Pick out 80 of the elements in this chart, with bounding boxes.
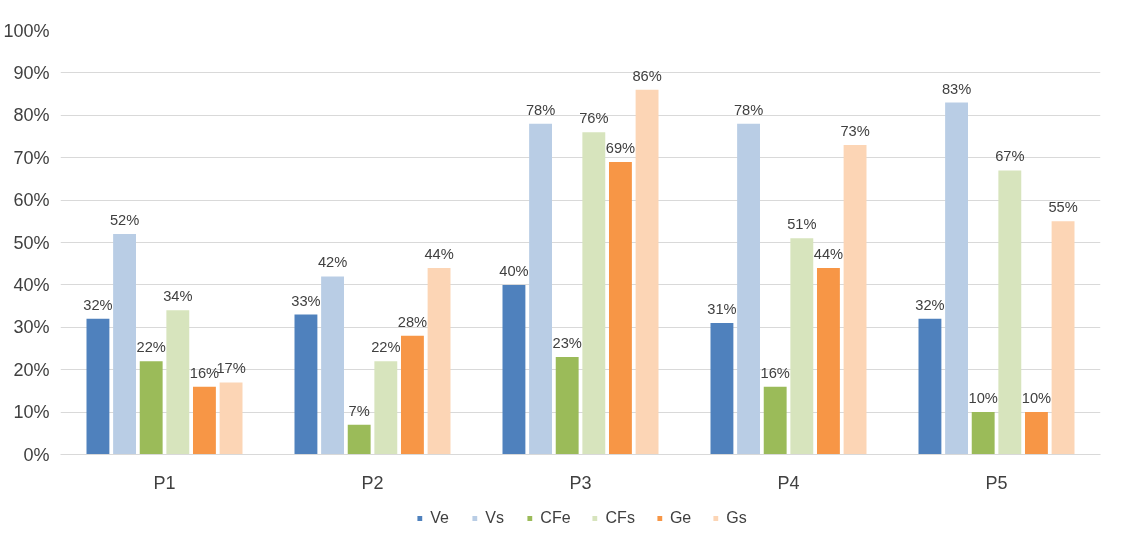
y-tick-label: 70% bbox=[13, 147, 50, 168]
y-tick-label: 20% bbox=[13, 359, 50, 380]
bar bbox=[294, 314, 318, 455]
data-label: 51% bbox=[787, 216, 817, 233]
bar bbox=[374, 361, 398, 455]
y-tick-label: 0% bbox=[23, 444, 50, 465]
legend-label: CFe bbox=[540, 508, 571, 527]
bar bbox=[139, 361, 163, 455]
bar bbox=[918, 318, 942, 455]
bar bbox=[635, 89, 659, 455]
bar bbox=[321, 276, 344, 455]
bar bbox=[1051, 221, 1075, 455]
bar bbox=[763, 386, 787, 455]
bar bbox=[998, 170, 1022, 455]
data-label: 23% bbox=[552, 334, 582, 351]
bar bbox=[945, 102, 968, 455]
bar bbox=[971, 412, 995, 455]
y-tick-label: 60% bbox=[13, 190, 50, 211]
x-tick-label: P2 bbox=[361, 472, 384, 493]
data-label: 67% bbox=[995, 148, 1025, 165]
data-label: 34% bbox=[163, 288, 193, 305]
data-label: 52% bbox=[109, 212, 140, 229]
data-label: 33% bbox=[291, 292, 321, 309]
bar bbox=[401, 335, 424, 455]
legend-label: Ve bbox=[430, 508, 450, 527]
data-label: 22% bbox=[371, 339, 401, 356]
legend-label: Ge bbox=[669, 508, 692, 527]
data-label: 32% bbox=[915, 296, 945, 313]
y-tick-label: 90% bbox=[13, 62, 50, 83]
bar bbox=[113, 234, 136, 455]
data-label: 78% bbox=[525, 101, 556, 118]
bar bbox=[790, 238, 814, 455]
data-label: 28% bbox=[397, 313, 428, 330]
data-label: 10% bbox=[968, 390, 998, 407]
data-label: 10% bbox=[1021, 390, 1052, 407]
bar bbox=[737, 123, 760, 455]
y-tick-label: 10% bbox=[13, 402, 50, 423]
data-label: 7% bbox=[348, 402, 370, 419]
bar bbox=[1025, 412, 1048, 455]
data-label: 55% bbox=[1048, 199, 1078, 216]
x-tick-label: P5 bbox=[985, 472, 1008, 493]
y-tick-label: 80% bbox=[13, 105, 50, 126]
x-tick-label: P4 bbox=[777, 472, 800, 493]
legend-label: Vs bbox=[485, 508, 505, 527]
bar bbox=[609, 161, 632, 455]
x-tick-label: P3 bbox=[569, 472, 592, 493]
bar bbox=[529, 123, 552, 455]
bar bbox=[427, 267, 451, 455]
data-label: 16% bbox=[760, 364, 790, 381]
bar bbox=[555, 356, 579, 455]
bar bbox=[347, 424, 371, 455]
y-tick-label: 50% bbox=[13, 232, 50, 253]
data-label: 76% bbox=[579, 110, 609, 127]
bar bbox=[219, 382, 243, 455]
y-tick-label: 40% bbox=[13, 274, 50, 295]
data-label: 73% bbox=[840, 122, 870, 139]
legend-label: Gs bbox=[726, 508, 747, 527]
data-label: 78% bbox=[733, 101, 764, 118]
legend-label: CFs bbox=[605, 508, 635, 527]
data-label: 69% bbox=[605, 139, 636, 156]
data-label: 44% bbox=[424, 245, 454, 262]
data-label: 86% bbox=[632, 67, 662, 84]
bar bbox=[817, 267, 840, 455]
data-label: 42% bbox=[317, 254, 348, 271]
data-label: 44% bbox=[813, 245, 844, 262]
bar bbox=[86, 318, 110, 455]
y-tick-label: 30% bbox=[13, 317, 50, 338]
data-label: 32% bbox=[83, 296, 113, 313]
data-label: 83% bbox=[941, 80, 972, 97]
bar bbox=[502, 284, 526, 455]
data-label: 40% bbox=[499, 262, 529, 279]
data-label: 22% bbox=[136, 339, 166, 356]
x-tick-label: P1 bbox=[153, 472, 176, 493]
bar bbox=[193, 386, 216, 455]
bar bbox=[710, 323, 734, 455]
bar bbox=[843, 144, 867, 455]
y-tick-label: 100% bbox=[3, 20, 50, 41]
data-label: 31% bbox=[707, 301, 737, 318]
bar bbox=[166, 310, 190, 455]
bar bbox=[582, 132, 606, 455]
